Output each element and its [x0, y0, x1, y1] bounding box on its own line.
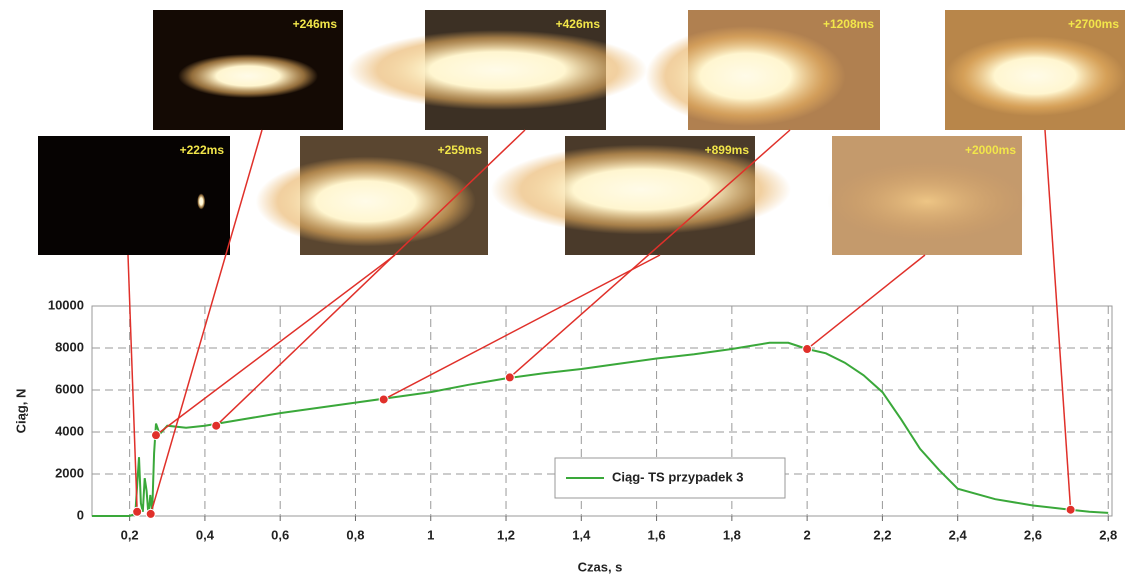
marker: [146, 509, 155, 518]
photo-flame: [347, 30, 647, 110]
marker: [1066, 505, 1075, 514]
x-tick-label: 2,4: [949, 527, 968, 542]
x-axis-title: Czas, s: [578, 559, 623, 574]
chart: Ciąg, N Czas, s 0 2000 4000 6000 8000 10000 0,…: [0, 0, 1130, 578]
y-tick-label: 0: [77, 507, 84, 522]
x-tick-label: 0,2: [121, 527, 139, 542]
marker: [803, 345, 812, 354]
photo-label: +2000ms: [965, 143, 1016, 157]
x-tick-label: 2,8: [1099, 527, 1117, 542]
y-tick-label: 10000: [48, 297, 84, 312]
y-axis-title: Ciąg, N: [13, 389, 28, 434]
x-tick-label: 0,8: [346, 527, 364, 542]
photo-label: +2700ms: [1068, 17, 1119, 31]
x-tick-label: 2: [804, 527, 811, 542]
photo-flame: [197, 193, 205, 209]
x-tick-label: 0,4: [196, 527, 215, 542]
legend-label: Ciąg- TS przypadek 3: [612, 469, 743, 484]
y-tick-label: 6000: [55, 381, 84, 396]
x-tick-label: 1,4: [572, 527, 591, 542]
x-tick-label: 2,6: [1024, 527, 1042, 542]
x-tick-label: 1,8: [723, 527, 741, 542]
marker: [505, 373, 514, 382]
marker: [212, 421, 221, 430]
x-tick-label: 0,6: [271, 527, 289, 542]
marker: [151, 431, 160, 440]
photo-flame: [945, 36, 1125, 116]
y-tick-label: 8000: [55, 339, 84, 354]
photo-label: +899ms: [705, 143, 750, 157]
y-tick-label: 4000: [55, 423, 84, 438]
photo-label: +222ms: [180, 143, 225, 157]
x-tick-label: 2,2: [873, 527, 891, 542]
photo-label: +259ms: [438, 143, 483, 157]
marker: [133, 507, 142, 516]
photo-label: +246ms: [293, 17, 338, 31]
x-tick-label: 1,2: [497, 527, 515, 542]
photo-label: +426ms: [556, 17, 601, 31]
photo-flame: [827, 161, 1027, 241]
y-tick-label: 2000: [55, 465, 84, 480]
photo-flame: [491, 145, 791, 235]
photo-flame: [256, 156, 476, 246]
photo-flame: [178, 54, 318, 98]
marker: [379, 395, 388, 404]
x-tick-label: 1,6: [648, 527, 666, 542]
photo-flame: [646, 26, 846, 126]
x-tick-label: 1: [427, 527, 434, 542]
photo-label: +1208ms: [823, 17, 874, 31]
